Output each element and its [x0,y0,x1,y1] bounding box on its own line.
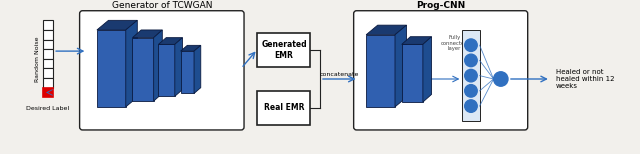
Circle shape [465,85,477,97]
Polygon shape [194,45,201,93]
Circle shape [493,72,508,86]
Polygon shape [402,44,423,102]
Bar [43,68,53,78]
Circle shape [465,39,477,51]
Bar [43,49,53,59]
FancyBboxPatch shape [354,11,528,130]
Polygon shape [175,38,182,96]
Bar [462,30,479,121]
Bar [257,33,310,67]
Text: Prog-CNN: Prog-CNN [416,1,465,10]
Polygon shape [159,38,182,44]
Polygon shape [180,45,201,51]
Text: Generated
EMR: Generated EMR [261,41,307,60]
Circle shape [465,54,477,67]
Polygon shape [366,25,406,35]
Bar [257,91,310,125]
FancyBboxPatch shape [79,11,244,130]
Circle shape [465,69,477,82]
Text: Healed or not
healed within 12
weeks: Healed or not healed within 12 weeks [556,69,614,89]
Bar [43,40,53,49]
Polygon shape [423,37,431,102]
Polygon shape [366,35,395,107]
Polygon shape [180,51,194,93]
Bar [43,78,53,88]
Polygon shape [132,38,154,101]
Circle shape [465,100,477,112]
Text: concatenate: concatenate [319,72,359,77]
Polygon shape [159,44,175,96]
Text: Fully
connected
layer: Fully connected layer [441,35,468,51]
Polygon shape [97,20,138,30]
Text: Real EMR: Real EMR [264,103,304,112]
Bar [43,30,53,40]
Polygon shape [402,37,431,44]
Polygon shape [126,20,138,107]
Polygon shape [132,30,163,38]
Polygon shape [97,30,126,107]
Bar [43,88,53,97]
Polygon shape [154,30,163,101]
Text: Desired Label: Desired Label [26,106,70,111]
Polygon shape [395,25,406,107]
Text: Random Noise: Random Noise [35,36,40,82]
Bar [43,59,53,68]
Bar [43,20,53,30]
Text: Generator of TCWGAN: Generator of TCWGAN [111,1,212,10]
